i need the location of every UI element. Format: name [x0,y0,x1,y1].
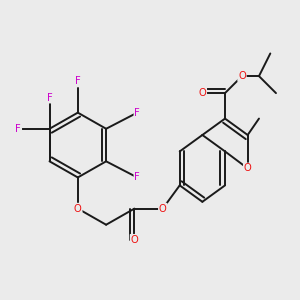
Text: O: O [199,88,206,98]
Text: F: F [134,172,140,182]
Text: F: F [16,124,21,134]
Text: O: O [159,204,166,214]
Text: O: O [130,235,138,245]
Text: F: F [75,76,81,86]
Text: F: F [46,93,52,103]
Text: O: O [74,204,82,214]
Text: F: F [134,108,140,118]
Text: O: O [238,71,246,81]
Text: O: O [244,164,251,173]
